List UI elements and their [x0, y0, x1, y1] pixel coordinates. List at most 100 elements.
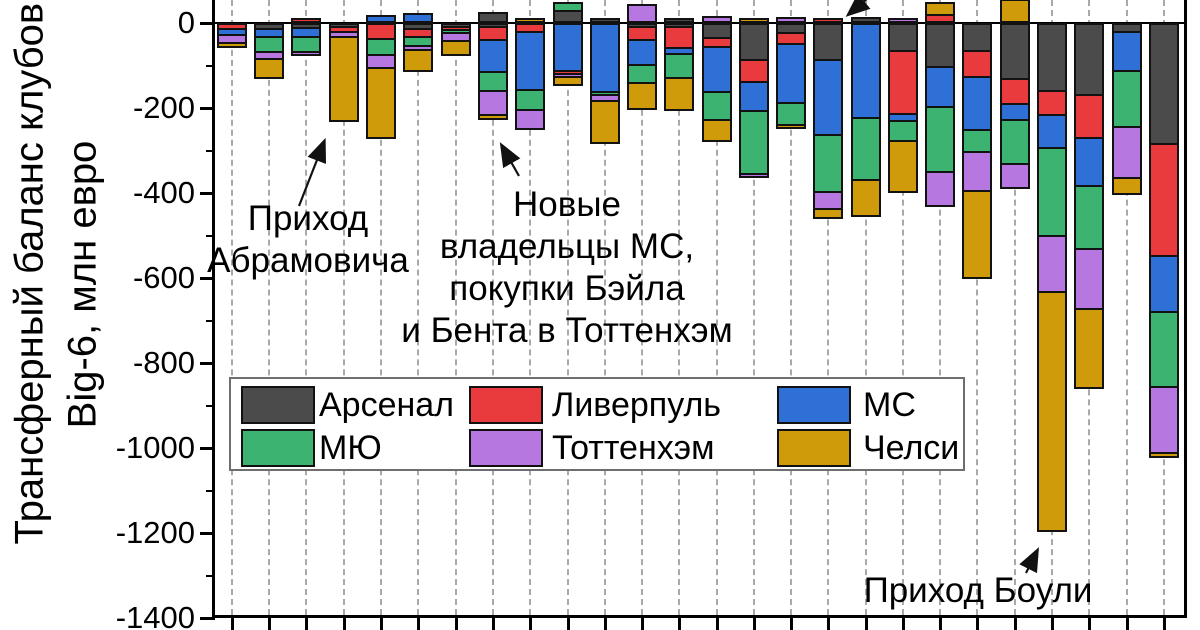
x-tick	[1125, 617, 1129, 630]
mc-owners-arrow	[499, 142, 521, 177]
legend-label-tot: Тоттенхэм	[552, 429, 715, 467]
gridline	[976, 0, 978, 615]
annotation-line: владельцы МС,	[439, 227, 695, 266]
bar-segment-mc	[366, 14, 396, 23]
annotation-mc-owners: Новые владельцы МС, покупки Бэйла и Бент…	[391, 184, 743, 352]
bar-segment-liv	[813, 18, 843, 23]
y-tick	[200, 21, 215, 25]
y-tick-label: -200	[132, 90, 195, 125]
bar-segment-mc	[739, 80, 769, 113]
bar-segment-mu	[1037, 146, 1067, 237]
gridline	[939, 0, 941, 615]
bar-segment-ars	[813, 23, 843, 62]
bar-segment-mc	[851, 23, 881, 119]
bar-segment-tot	[1074, 247, 1104, 310]
bar-segment-tot	[776, 16, 806, 23]
bar-segment-ars	[664, 18, 694, 23]
bar-segment-che	[217, 41, 247, 49]
y-tick-label: -1000	[115, 430, 195, 465]
legend-swatch-tot	[469, 429, 543, 467]
bar-segment-ars	[925, 23, 955, 69]
bar-segment-liv	[1149, 142, 1179, 257]
bar-segment-che	[403, 48, 433, 72]
bar-segment-mc	[925, 66, 955, 109]
bar-segment-ars	[1037, 23, 1067, 92]
x-tick	[677, 617, 681, 630]
bar-segment-che	[1074, 307, 1104, 389]
bar-segment-tot	[515, 108, 545, 130]
bar-segment-mu	[962, 129, 992, 154]
legend-swatch-mu	[241, 429, 315, 467]
x-tick	[1050, 617, 1054, 630]
gridline	[231, 0, 233, 615]
y-minor-tick	[206, 149, 215, 152]
y-tick	[200, 106, 215, 110]
bar-segment-che	[702, 118, 732, 143]
annotation-line: Новые	[513, 185, 621, 224]
bar-segment-tot	[1112, 126, 1142, 180]
legend-swatch-mc	[777, 386, 851, 424]
annotation-line: Приход Боули	[863, 571, 1093, 610]
gridline	[604, 0, 606, 615]
legend-swatch-ars	[241, 386, 315, 424]
x-tick	[1162, 617, 1166, 630]
bar-segment-mu	[515, 89, 545, 111]
bar-segment-tot	[291, 51, 321, 56]
legend-label-che: Челси	[863, 429, 960, 467]
x-tick	[826, 617, 830, 630]
bar-segment-tot	[888, 18, 918, 23]
bar-segment-mu	[702, 90, 732, 121]
bar-segment-tot	[478, 90, 508, 116]
x-tick	[901, 617, 905, 630]
bar-segment-mc	[553, 23, 583, 72]
bar-segment-mu	[1000, 118, 1030, 166]
bar-segment-che	[851, 179, 881, 218]
gridline	[716, 0, 718, 615]
y-tick	[200, 191, 215, 195]
y-tick	[200, 531, 215, 535]
bar-segment-liv	[962, 49, 992, 79]
x-axis-line	[212, 615, 1187, 618]
gridline	[1014, 0, 1016, 615]
bar-segment-mc	[1149, 254, 1179, 313]
bar-segment-mc	[813, 59, 843, 136]
y-minor-tick	[206, 319, 215, 322]
bar-segment-tot	[1037, 234, 1067, 293]
annotation-line: покупки Бэйла	[449, 269, 685, 308]
bar-segment-mc	[403, 12, 433, 23]
bar-segment-mc	[627, 38, 657, 66]
bar-segment-tot	[739, 173, 769, 179]
x-tick	[304, 617, 308, 630]
bar-segment-che	[553, 75, 583, 87]
bar-segment-che	[1149, 452, 1179, 459]
bar-segment-mc	[1112, 30, 1142, 72]
x-tick	[454, 617, 458, 630]
chart-legend: Арсенал Ливерпуль МС МЮ Тоттенхэм Челси	[229, 377, 965, 471]
y-tick-label: -1200	[115, 515, 195, 550]
gridline	[902, 0, 904, 615]
gridline	[529, 0, 531, 615]
gridline	[305, 0, 307, 615]
x-tick	[864, 617, 868, 630]
gridline	[678, 0, 680, 615]
bar-segment-liv	[1037, 89, 1067, 116]
bar-segment-ars	[1000, 23, 1030, 80]
bar-segment-che	[664, 76, 694, 112]
gridline	[827, 0, 829, 615]
x-tick	[975, 617, 979, 630]
gridline	[1126, 0, 1128, 615]
bar-segment-liv	[1074, 93, 1104, 139]
gridline	[417, 0, 419, 615]
abramovich-arrow	[297, 137, 327, 207]
bar-segment-mu	[664, 52, 694, 79]
bar-segment-che	[1112, 177, 1142, 196]
bar-segment-che	[776, 123, 806, 129]
x-tick	[267, 617, 271, 630]
bar-segment-ars	[739, 23, 769, 62]
bar-segment-che	[1037, 290, 1067, 532]
annotation-abramovich: Приход Абрамовича	[148, 198, 468, 282]
gridline	[343, 0, 345, 615]
y-tick-label: -1400	[115, 600, 195, 630]
gridline	[492, 0, 494, 615]
